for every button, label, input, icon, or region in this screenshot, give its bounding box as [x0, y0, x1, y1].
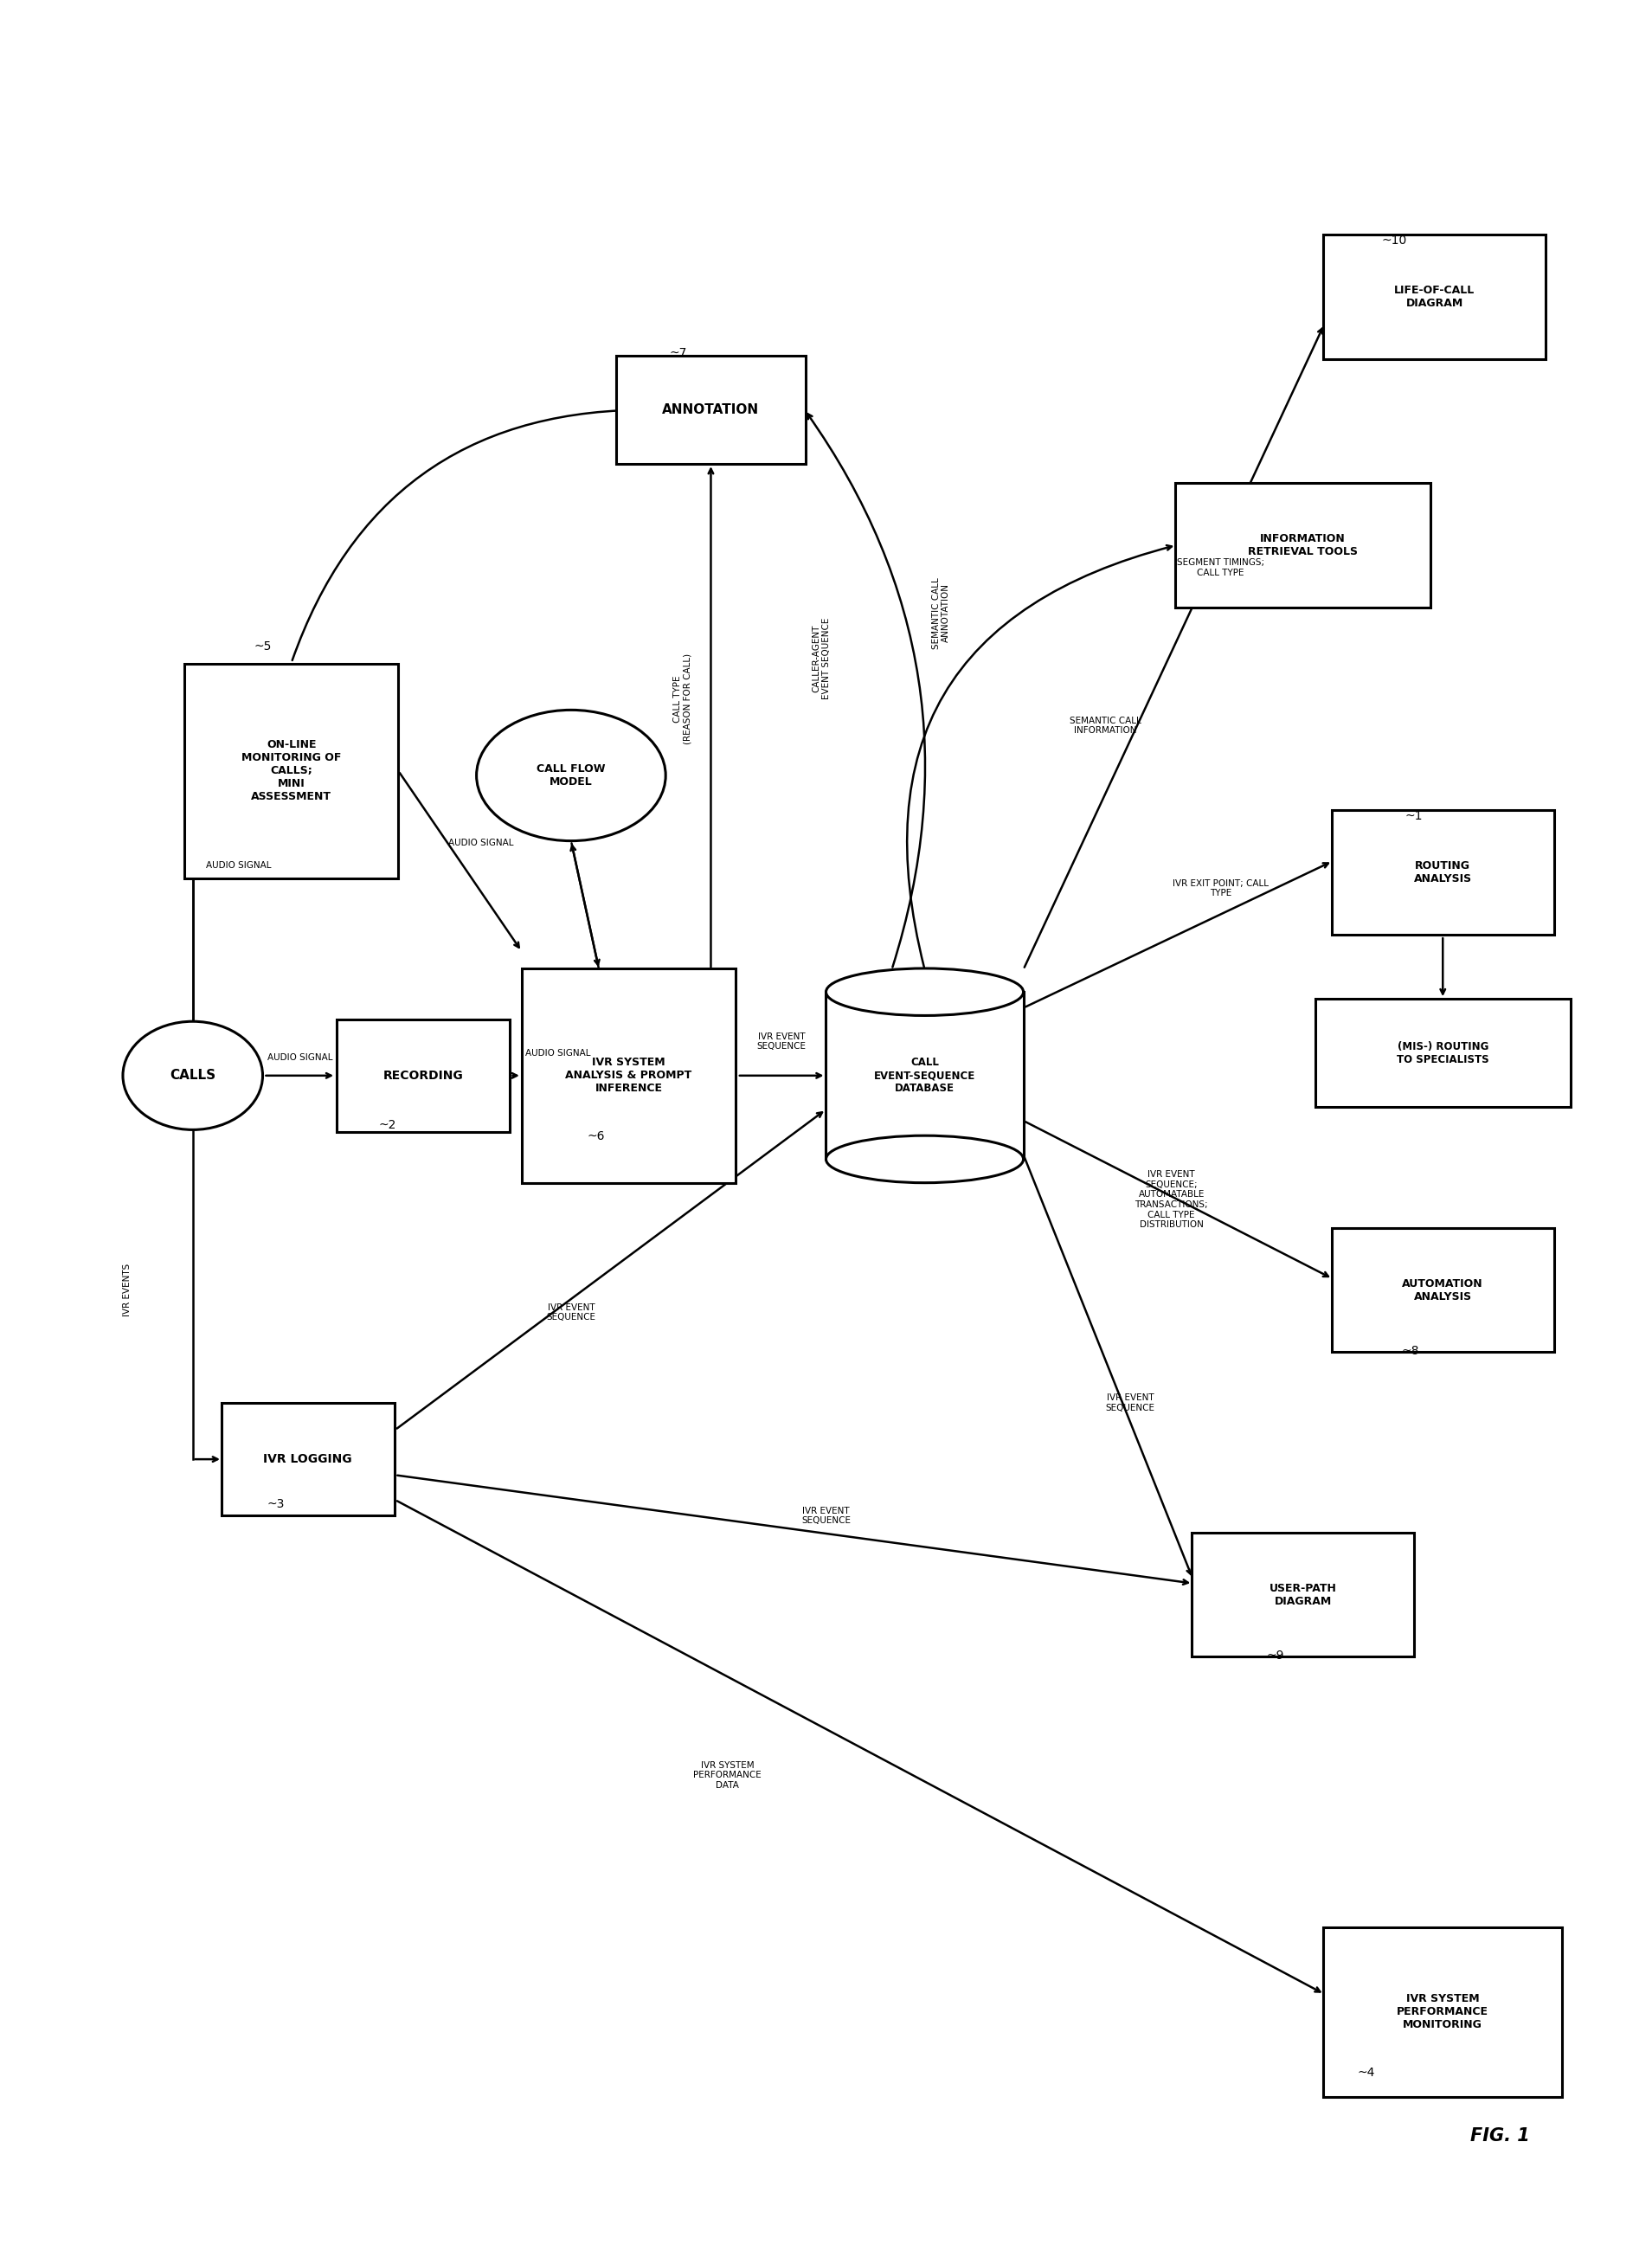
Text: ~4: ~4	[1358, 2067, 1374, 2078]
Text: INFORMATION
RETRIEVAL TOOLS: INFORMATION RETRIEVAL TOOLS	[1247, 532, 1358, 557]
Text: ~1: ~1	[1404, 811, 1422, 822]
Text: ANNOTATION: ANNOTATION	[662, 403, 760, 417]
Text: CALL FLOW
MODEL: CALL FLOW MODEL	[537, 763, 605, 788]
Text: RECORDING: RECORDING	[383, 1069, 463, 1082]
Bar	[1315, 998, 1571, 1107]
Text: AUDIO SIGNAL: AUDIO SIGNAL	[206, 860, 271, 869]
Text: ~9: ~9	[1267, 1650, 1285, 1662]
Text: IVR EVENT
SEQUENCE: IVR EVENT SEQUENCE	[801, 1506, 851, 1526]
Text: ~2: ~2	[378, 1118, 396, 1132]
Bar	[1323, 235, 1546, 360]
Text: CALL TYPE
(REASON FOR CALL): CALL TYPE (REASON FOR CALL)	[674, 654, 692, 745]
Text: IVR EVENT
SEQUENCE: IVR EVENT SEQUENCE	[1105, 1392, 1155, 1413]
Text: IVR EVENTS: IVR EVENTS	[122, 1263, 131, 1315]
Text: AUDIO SIGNAL: AUDIO SIGNAL	[525, 1048, 590, 1057]
Text: ~3: ~3	[266, 1499, 284, 1510]
Text: CALL
EVENT-SEQUENCE
DATABASE: CALL EVENT-SEQUENCE DATABASE	[874, 1057, 975, 1094]
Ellipse shape	[826, 969, 1023, 1017]
Text: SEGMENT TIMINGS;
CALL TYPE: SEGMENT TIMINGS; CALL TYPE	[1176, 559, 1264, 577]
Ellipse shape	[122, 1021, 263, 1130]
Text: ON-LINE
MONITORING OF
CALLS;
MINI
ASSESSMENT: ON-LINE MONITORING OF CALLS; MINI ASSESS…	[241, 740, 342, 801]
Bar	[522, 969, 735, 1182]
Text: (MIS-) ROUTING
TO SPECIALISTS: (MIS-) ROUTING TO SPECIALISTS	[1396, 1041, 1488, 1064]
Ellipse shape	[476, 711, 666, 840]
Text: ~8: ~8	[1401, 1345, 1419, 1356]
Bar	[1193, 1533, 1414, 1657]
Bar	[221, 1404, 395, 1515]
Text: IVR SYSTEM
PERFORMANCE
DATA: IVR SYSTEM PERFORMANCE DATA	[694, 1761, 762, 1789]
Bar	[1332, 811, 1555, 935]
Text: CALLER-AGENT
EVENT SEQUENCE: CALLER-AGENT EVENT SEQUENCE	[811, 618, 831, 700]
Text: ~7: ~7	[669, 346, 687, 360]
Bar	[1323, 1927, 1563, 2096]
Text: IVR LOGGING: IVR LOGGING	[263, 1453, 352, 1465]
Bar	[1176, 482, 1431, 607]
Bar	[1332, 1227, 1555, 1352]
Text: IVR SYSTEM
PERFORMANCE
MONITORING: IVR SYSTEM PERFORMANCE MONITORING	[1398, 1995, 1488, 2031]
Text: AUTOMATION
ANALYSIS: AUTOMATION ANALYSIS	[1403, 1277, 1483, 1302]
Text: LIFE-OF-CALL
DIAGRAM: LIFE-OF-CALL DIAGRAM	[1394, 285, 1475, 310]
Bar	[185, 663, 398, 878]
Text: AUDIO SIGNAL: AUDIO SIGNAL	[268, 1053, 332, 1062]
Text: SEMANTIC CALL
ANNOTATION: SEMANTIC CALL ANNOTATION	[932, 577, 950, 650]
Bar	[826, 969, 1023, 1182]
Text: ~6: ~6	[588, 1130, 605, 1143]
Text: USER-PATH
DIAGRAM: USER-PATH DIAGRAM	[1269, 1583, 1336, 1607]
Text: AUDIO SIGNAL: AUDIO SIGNAL	[448, 838, 514, 847]
Text: CALLS: CALLS	[170, 1069, 216, 1082]
Text: IVR EVENT
SEQUENCE;
AUTOMATABLE
TRANSACTIONS;
CALL TYPE
DISTRIBUTION: IVR EVENT SEQUENCE; AUTOMATABLE TRANSACT…	[1135, 1170, 1208, 1229]
Text: IVR EVENT
SEQUENCE: IVR EVENT SEQUENCE	[547, 1304, 596, 1322]
Text: FIG. 1: FIG. 1	[1470, 2128, 1530, 2144]
Text: IVR EXIT POINT; CALL
TYPE: IVR EXIT POINT; CALL TYPE	[1173, 878, 1269, 897]
Text: ROUTING
ANALYSIS: ROUTING ANALYSIS	[1414, 860, 1472, 885]
Ellipse shape	[826, 1137, 1023, 1182]
Text: ~10: ~10	[1383, 235, 1408, 247]
Text: IVR EVENT
SEQUENCE: IVR EVENT SEQUENCE	[757, 1032, 806, 1050]
Bar	[337, 1019, 509, 1132]
Text: ~5: ~5	[254, 641, 271, 652]
Text: SEMANTIC CALL
INFORMATION: SEMANTIC CALL INFORMATION	[1070, 715, 1142, 736]
Text: IVR SYSTEM
ANALYSIS & PROMPT
INFERENCE: IVR SYSTEM ANALYSIS & PROMPT INFERENCE	[565, 1057, 692, 1094]
Bar	[616, 355, 806, 464]
